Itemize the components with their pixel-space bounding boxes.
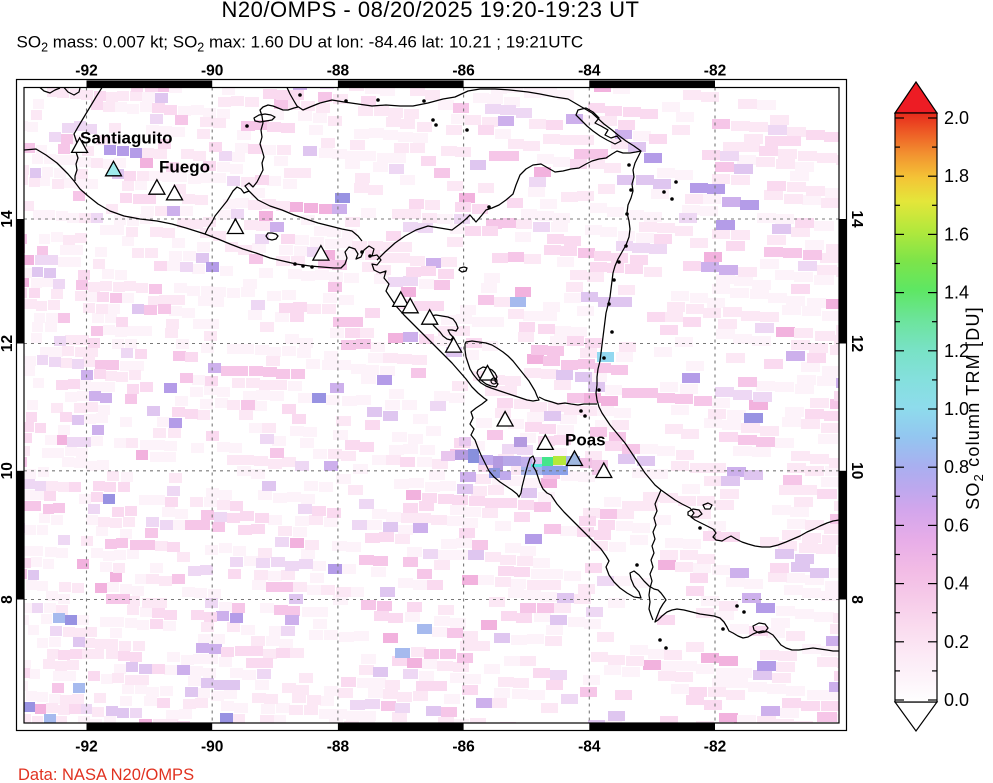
svg-text:-90: -90 [201, 63, 223, 80]
svg-text:N20/OMPS - 08/20/2025 19:20-19: N20/OMPS - 08/20/2025 19:20-19:23 UT [222, 0, 640, 22]
svg-text:1.6: 1.6 [944, 224, 969, 244]
svg-text:1.2: 1.2 [944, 341, 969, 361]
svg-text:14: 14 [848, 210, 865, 228]
svg-text:1.0: 1.0 [944, 399, 969, 419]
svg-text:-86: -86 [452, 63, 475, 80]
svg-text:Poas: Poas [565, 431, 606, 450]
svg-text:0.4: 0.4 [944, 574, 969, 594]
svg-text:-92: -92 [75, 739, 97, 756]
svg-text:0.2: 0.2 [944, 632, 969, 652]
svg-text:8: 8 [0, 595, 16, 604]
svg-text:0.8: 0.8 [944, 457, 969, 477]
svg-text:SO2 mass: 0.007 kt; SO2 max: 1: SO2 mass: 0.007 kt; SO2 max: 1.60 DU at … [17, 32, 584, 54]
svg-text:-90: -90 [201, 739, 223, 756]
svg-text:-88: -88 [327, 63, 350, 80]
svg-text:-88: -88 [327, 739, 350, 756]
svg-text:-84: -84 [578, 63, 601, 80]
svg-text:-82: -82 [704, 739, 726, 756]
svg-text:8: 8 [848, 595, 865, 604]
svg-text:-92: -92 [75, 63, 97, 80]
svg-text:14: 14 [0, 210, 16, 228]
svg-text:12: 12 [848, 335, 865, 352]
svg-text:SO2 column TRM [DU]: SO2 column TRM [DU] [963, 306, 986, 510]
svg-text:-84: -84 [578, 739, 601, 756]
svg-text:-82: -82 [704, 63, 726, 80]
svg-text:Data: NASA N20/OMPS: Data: NASA N20/OMPS [18, 766, 194, 783]
svg-text:1.4: 1.4 [944, 283, 969, 303]
svg-text:Santiaguito: Santiaguito [80, 129, 173, 148]
svg-text:Fuego: Fuego [159, 158, 210, 177]
svg-text:1.8: 1.8 [944, 166, 969, 186]
svg-text:0.6: 0.6 [944, 515, 969, 535]
svg-text:-86: -86 [452, 739, 475, 756]
svg-text:2.0: 2.0 [944, 108, 969, 128]
svg-text:10: 10 [0, 462, 16, 479]
svg-text:12: 12 [0, 335, 16, 352]
svg-text:0.0: 0.0 [944, 690, 969, 710]
svg-text:10: 10 [848, 462, 865, 479]
